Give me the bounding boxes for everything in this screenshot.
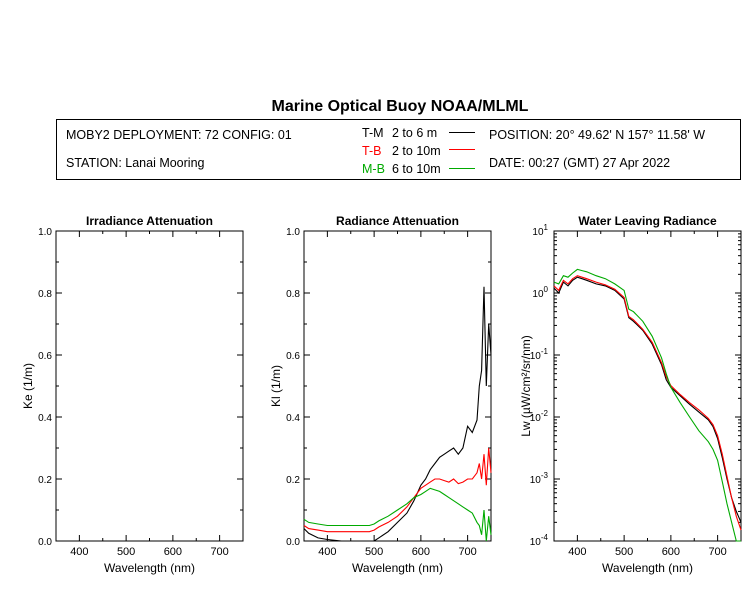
panel-3-series-m-b [553,268,741,542]
panel-2-xtick-label: 400 [318,546,336,558]
legend-range-mb: 6 to 10m [392,162,441,176]
panel-3-series-t-m [553,276,742,523]
deployment-text: MOBY2 DEPLOYMENT: 72 CONFIG: 01 [66,128,292,142]
panel-2-series-t-b [303,447,492,533]
legend-code-mb: M-B [362,162,385,176]
panel-1-ytick-label: 0.6 [38,351,52,362]
legend-code-tm: T-M [362,126,384,140]
legend-code-tb: T-B [362,144,382,158]
panel-3-ytick-label: 101 [532,223,548,238]
panel-2-frame [303,230,492,542]
panel-2-ytick-label: 0.6 [286,351,300,362]
panel-3-title: Water Leaving Radiance [578,214,717,228]
panel-2-ytick-label: 0.2 [286,475,300,486]
panel-3-xtick-label: 500 [615,546,633,558]
panel-3-ytick-label: 10-3 [530,471,549,486]
position-text: POSITION: 20° 49.62' N 157° 11.58' W [489,128,706,142]
panel-2-ylabel: Kl (1/m) [269,365,283,407]
panel-1-xtick-label: 400 [70,546,88,558]
panel-1-ytick-label: 1.0 [38,227,52,238]
panel-2-series-m-b [303,487,492,542]
station-text: STATION: Lanai Mooring [66,156,205,170]
panel-1-ytick-label: 0.8 [38,289,52,300]
panel-3-ylabel: Lw (µW/cm²/sr/nm) [519,335,533,437]
panel-3-xtick-label: 400 [568,546,586,558]
date-text: DATE: 00:27 (GMT) 27 Apr 2022 [489,156,671,170]
panel-1-xtick-label: 500 [117,546,135,558]
panel-2-series-t-m [303,286,492,542]
legend-range-tm: 2 to 6 m [392,126,438,140]
header-info-box: MOBY2 DEPLOYMENT: 72 CONFIG: 01 STATION:… [56,119,741,180]
panel-1-frame [55,230,244,542]
panel-1-xtick-label: 600 [164,546,182,558]
panel-1-ytick-label: 0.4 [38,413,52,424]
panel-1-ytick-label: 0.0 [38,537,52,548]
panel-2-xtick-label: 500 [365,546,383,558]
legend-line-tm [449,132,475,133]
panel-2-xlabel: Wavelength (nm) [352,561,443,575]
panel-3-ytick-label: 100 [532,285,548,300]
panel-3-xtick-label: 600 [662,546,680,558]
panel-1-xtick-label: 700 [210,546,228,558]
panel-2-ytick-label: 1.0 [286,227,300,238]
panel-1-ylabel: Ke (1/m) [21,363,35,409]
panel-3-xtick-label: 700 [708,546,726,558]
panel-2-ytick-label: 0.8 [286,289,300,300]
page-title: Marine Optical Buoy NOAA/MLML [271,98,529,115]
panel-3-ytick-label: 10-4 [530,533,549,548]
panel-2-xtick-label: 700 [458,546,476,558]
legend-line-mb [449,168,475,169]
panel-1-xlabel: Wavelength (nm) [104,561,195,575]
panel-3-series-t-b [553,275,742,531]
legend-range-tb: 2 to 10m [392,144,441,158]
panel-2-ytick-label: 0.0 [286,537,300,548]
panel-1-ytick-label: 0.2 [38,475,52,486]
legend-line-tb [449,149,475,150]
panel-2-title: Radiance Attenuation [336,214,459,228]
panel-1-title: Irradiance Attenuation [86,214,213,228]
panel-3-xlabel: Wavelength (nm) [602,561,693,575]
panel-2-ytick-label: 0.4 [286,413,300,424]
panel-2-xtick-label: 600 [412,546,430,558]
